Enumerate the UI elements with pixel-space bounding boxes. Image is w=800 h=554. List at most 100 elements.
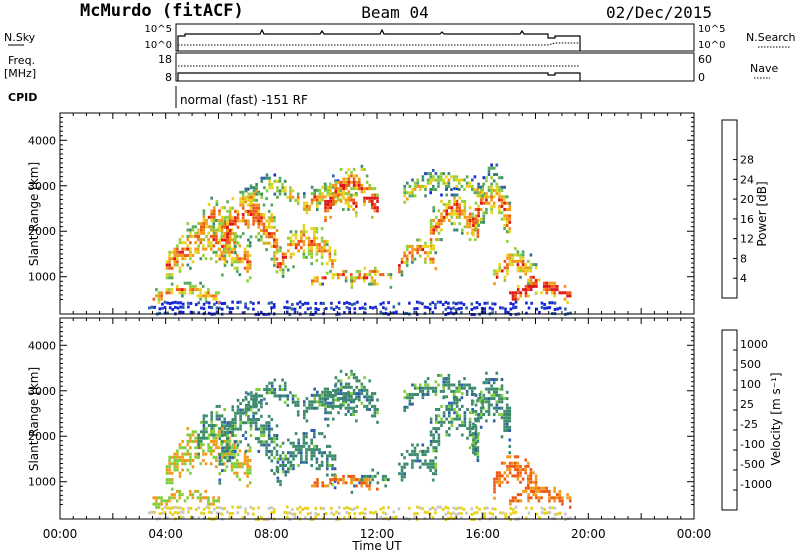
power-cell bbox=[413, 188, 417, 191]
velocity-cell bbox=[514, 474, 517, 478]
velocity-cell bbox=[173, 465, 177, 469]
velocity-cell bbox=[492, 419, 496, 423]
velocity-cell bbox=[460, 386, 464, 390]
velocity-cell bbox=[330, 506, 333, 510]
velocity-cell bbox=[504, 512, 507, 516]
velocity-cell bbox=[363, 404, 366, 408]
power-cell bbox=[294, 236, 298, 240]
velocity-cell bbox=[519, 468, 522, 472]
power-cell bbox=[262, 203, 266, 207]
power-cell bbox=[558, 306, 562, 310]
power-cell bbox=[483, 301, 487, 305]
velocity-cell bbox=[191, 496, 195, 500]
power-cell bbox=[334, 193, 338, 197]
velocity-cell bbox=[281, 457, 285, 461]
power-cell bbox=[389, 276, 393, 280]
velocity-cell bbox=[503, 461, 507, 465]
velocity-cell bbox=[506, 474, 509, 478]
velocity-cell bbox=[365, 388, 369, 392]
power-cell bbox=[415, 307, 419, 311]
power-cell bbox=[265, 241, 268, 245]
power-cell bbox=[210, 306, 214, 309]
power-cell bbox=[455, 184, 458, 188]
velocity-cell bbox=[477, 397, 480, 401]
nave-label: Nave bbox=[750, 62, 778, 75]
power-cell bbox=[183, 247, 187, 251]
power-cell bbox=[296, 202, 300, 206]
velocity-cell bbox=[463, 414, 467, 418]
power-cell bbox=[243, 254, 247, 257]
power-cell bbox=[281, 268, 285, 272]
power-cell bbox=[511, 297, 515, 301]
power-cell bbox=[168, 263, 171, 267]
power-cell bbox=[337, 180, 340, 184]
power-cell bbox=[275, 251, 279, 255]
velocity-cell bbox=[187, 506, 190, 510]
velocity-cell bbox=[286, 397, 290, 401]
velocity-cell bbox=[411, 459, 414, 463]
power-cell bbox=[283, 179, 287, 183]
power-cell bbox=[275, 244, 279, 248]
power-cell bbox=[342, 273, 345, 277]
power-cell bbox=[260, 213, 263, 216]
power-cell bbox=[345, 171, 348, 175]
velocity-cell bbox=[371, 468, 374, 472]
velocity-cell bbox=[273, 456, 276, 460]
power-cell bbox=[205, 234, 208, 238]
velocity-cell bbox=[275, 443, 279, 447]
velocity-cell bbox=[498, 397, 501, 401]
power-cell bbox=[255, 189, 258, 193]
power-cell bbox=[476, 222, 480, 226]
power-cell bbox=[481, 184, 484, 188]
power-cell bbox=[360, 183, 364, 187]
power-cell bbox=[209, 244, 213, 248]
power-cell bbox=[223, 248, 227, 252]
power-cell bbox=[313, 233, 316, 237]
velocity-cell bbox=[423, 510, 427, 514]
velocity-cell bbox=[349, 406, 353, 410]
power-cell bbox=[332, 203, 335, 206]
velocity-cell bbox=[508, 413, 512, 416]
velocity-cell bbox=[209, 502, 213, 506]
velocity-cell bbox=[384, 474, 387, 478]
velocity-cell bbox=[454, 513, 458, 516]
power-cell bbox=[171, 308, 175, 311]
power-cell bbox=[300, 236, 303, 240]
velocity-cell bbox=[363, 388, 366, 392]
power-cell bbox=[491, 311, 494, 315]
power-cell bbox=[505, 224, 509, 227]
velocity-cell bbox=[215, 424, 218, 427]
velocity-cell bbox=[535, 512, 539, 516]
velocity-cell bbox=[508, 455, 512, 459]
power-cell bbox=[500, 195, 504, 199]
velocity-cell bbox=[162, 499, 166, 503]
power-cell bbox=[468, 219, 472, 222]
power-cell bbox=[460, 178, 464, 182]
velocity-cell bbox=[529, 486, 533, 490]
power-cell bbox=[440, 215, 443, 219]
power-cell bbox=[421, 175, 425, 179]
power-cell bbox=[305, 211, 309, 215]
velocity-cell bbox=[347, 392, 351, 396]
velocity-cell bbox=[452, 396, 456, 400]
power-cell bbox=[294, 243, 298, 247]
power-cell bbox=[358, 177, 361, 181]
velocity-cell bbox=[355, 419, 358, 423]
velocity-cell bbox=[400, 478, 404, 482]
power-cell bbox=[331, 273, 335, 277]
velocity-cell bbox=[505, 429, 509, 432]
power-cell bbox=[358, 269, 361, 273]
power-cell bbox=[352, 174, 356, 178]
power-cell bbox=[181, 291, 184, 295]
power-cell bbox=[363, 187, 366, 191]
power-cell bbox=[234, 235, 237, 239]
power-cell bbox=[479, 220, 483, 224]
power-cell bbox=[405, 264, 409, 267]
velocity-cell bbox=[548, 489, 551, 493]
power-cell bbox=[222, 244, 226, 248]
power-cell bbox=[432, 209, 435, 213]
power-cell bbox=[270, 232, 274, 236]
power-cell bbox=[334, 201, 337, 205]
power-cell bbox=[304, 311, 307, 315]
power-cell bbox=[429, 251, 432, 255]
